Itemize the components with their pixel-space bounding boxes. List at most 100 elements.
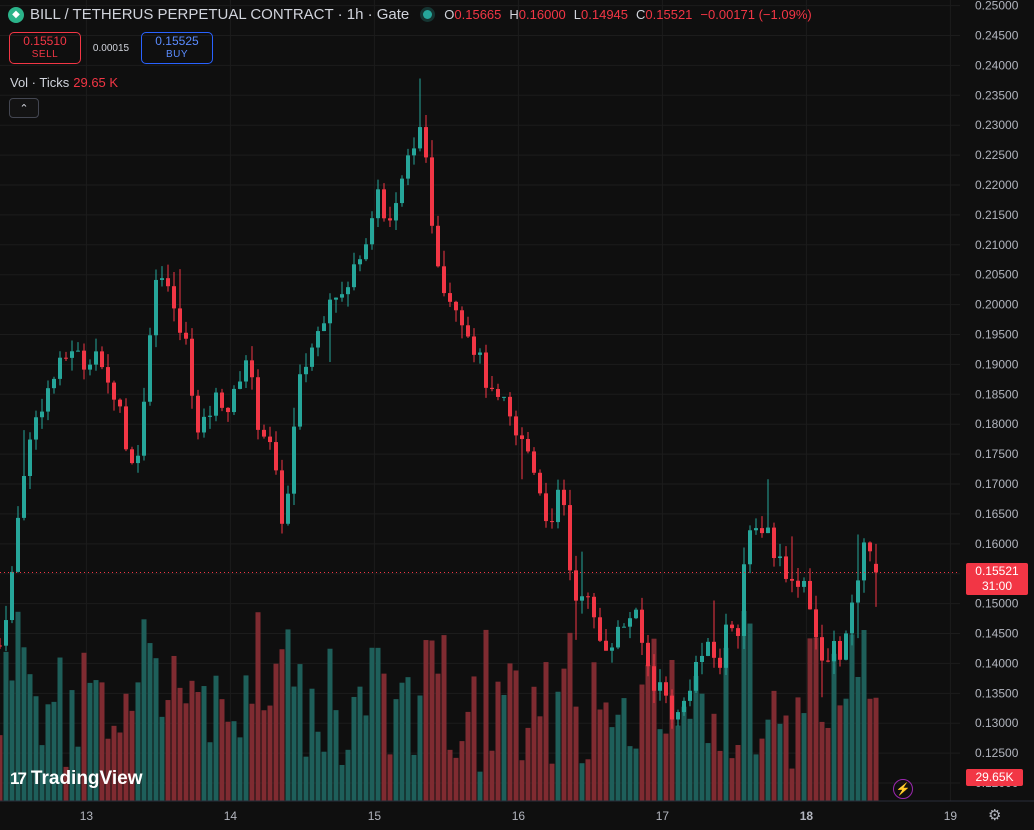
volume-bar (543, 662, 549, 801)
candle-body (412, 148, 416, 156)
volume-bar (3, 651, 9, 801)
y-tick-label: 0.24500 (975, 28, 1019, 42)
candle-body (664, 682, 668, 696)
volume-bar (243, 675, 249, 801)
volume-bar (645, 664, 651, 801)
sell-price: 0.15510 (23, 34, 67, 48)
tradingview-logo[interactable]: 17 TradingView (10, 768, 143, 790)
candle-body (208, 415, 212, 417)
candle-body (250, 360, 254, 378)
candle-body (280, 470, 284, 524)
tradingview-icon: 17 (10, 769, 27, 788)
candle-body (166, 278, 170, 287)
candle-body (544, 493, 548, 522)
volume-bar (705, 743, 711, 801)
volume-bar (627, 746, 633, 801)
volume-bar (837, 705, 843, 801)
gear-icon[interactable]: ⚙ (988, 807, 1002, 824)
volume-bar (369, 647, 375, 801)
chevron-up-icon[interactable]: ⌃ (9, 98, 39, 118)
candle-body (328, 299, 332, 324)
volume-bar (279, 649, 285, 801)
volume-bar (255, 612, 261, 801)
volume-bar (153, 658, 159, 801)
candle-body (220, 392, 224, 408)
volume-bar (567, 632, 573, 801)
volume-bar (699, 693, 705, 801)
volume-bar (831, 653, 837, 801)
candle-body (298, 374, 302, 427)
volume-bar (333, 710, 339, 801)
buy-button[interactable]: 0.15525 BUY (141, 32, 213, 64)
candle-body (640, 609, 644, 643)
volume-bar (429, 640, 435, 801)
volume-bar (363, 715, 369, 801)
volume-bar (45, 704, 51, 801)
candle-body (628, 618, 632, 627)
volume-bar (693, 675, 699, 801)
diamond-icon: ◆ (8, 6, 24, 23)
price-axis[interactable]: 0.120000.125000.130000.135000.140000.145… (975, 0, 1019, 790)
volume-bar (711, 713, 717, 801)
y-tick-label: 0.18000 (975, 417, 1019, 431)
volume-bar (681, 706, 687, 801)
volume-bar (129, 710, 135, 801)
volume-bar (735, 744, 741, 801)
candle-body (610, 647, 614, 651)
low-label: L (573, 7, 582, 22)
lightning-icon[interactable]: ⚡ (893, 779, 913, 799)
time-axis[interactable]: 13 14 15 16 17 18 19 (0, 800, 1034, 823)
candle-body (766, 527, 770, 534)
candle-body (226, 407, 230, 413)
candle-body (394, 203, 398, 221)
candle-body (148, 335, 152, 402)
sell-label: SELL (31, 49, 59, 60)
candle-body (130, 449, 134, 464)
y-tick-label: 0.25000 (975, 0, 1019, 13)
volume-bar (531, 686, 537, 801)
volume-bar (435, 673, 441, 801)
volume-bar (105, 738, 111, 801)
volume-tag: 29.65K (966, 769, 1023, 786)
volume-bar (783, 715, 789, 801)
candle-body (580, 596, 584, 601)
volume-bar (285, 629, 291, 801)
volume-bar (759, 738, 765, 801)
candle-body (514, 416, 518, 436)
x-tick-label: 14 (224, 809, 238, 823)
volume-bar (327, 648, 333, 801)
candle-body (400, 178, 404, 204)
volume-bar (297, 664, 303, 801)
candle-body (538, 472, 542, 494)
candle-body (556, 489, 560, 523)
candle-body (490, 387, 494, 389)
sell-button[interactable]: 0.15510 SELL (9, 32, 81, 64)
volume-legend[interactable]: Vol · Ticks 29.65 K (10, 75, 118, 90)
candle-body (184, 332, 188, 339)
candle-body (430, 157, 434, 226)
volume-bar (159, 716, 165, 801)
volume-bar (87, 682, 93, 801)
symbol-title[interactable]: BILL / TETHERUS PERPETUAL CONTRACT · 1h … (30, 6, 410, 23)
volume-bar (513, 670, 519, 801)
volume-bar (591, 662, 597, 801)
candle-body (22, 476, 26, 518)
last-price-tag: 0.15521 31:00 (966, 563, 1028, 595)
candle-body (586, 596, 590, 598)
market-status-icon[interactable] (423, 10, 433, 19)
volume-bar (321, 751, 327, 801)
candle-body (214, 392, 218, 416)
candle-body (526, 438, 530, 452)
y-tick-label: 0.22000 (975, 178, 1019, 192)
volume-bar (207, 742, 213, 801)
candle-body (52, 378, 56, 389)
candle-body (160, 278, 164, 280)
candle-body (832, 640, 836, 662)
volume-bar (339, 764, 345, 801)
candle-body (730, 624, 734, 629)
candle-body (370, 218, 374, 245)
volume-bar (117, 732, 123, 801)
volume-bar (387, 754, 393, 801)
volume-bar (447, 749, 453, 801)
